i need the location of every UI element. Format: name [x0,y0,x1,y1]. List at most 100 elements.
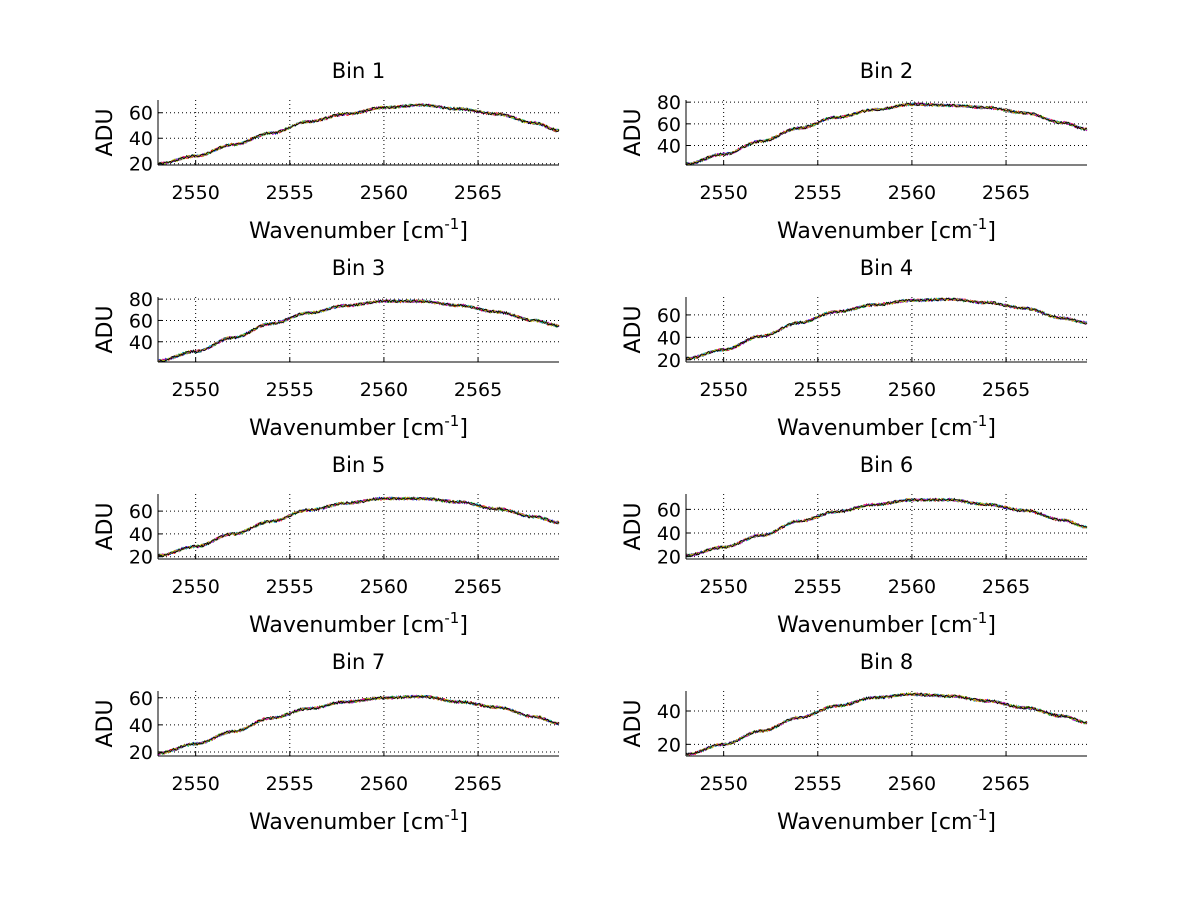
spectrum-series-line [157,103,560,166]
y-tick-label: 80 [657,92,681,114]
y-axis-label: ADU [93,108,118,156]
spectrum-series-line [685,692,1088,756]
spectrum-series-line [157,694,560,755]
x-tick-label: 2565 [454,576,502,598]
spectrum-series-line [685,692,1088,756]
x-axis-label: Wavenumber [cm-1] [777,412,996,441]
spectrum-series-line [685,692,1088,756]
x-tick-label: 2550 [699,182,747,204]
spectrum-series-line [158,299,560,363]
x-tick-label: 2560 [360,773,408,795]
y-tick-label: 60 [657,499,681,521]
y-tick-label: 60 [657,114,681,136]
spectrum-series-line [685,297,1088,361]
y-tick-label: 60 [129,501,153,523]
y-axis-label: ADU [93,699,118,747]
spectrum-series-line [157,496,560,558]
x-tick-label: 2555 [794,773,842,795]
x-axis-label: Wavenumber [cm-1] [777,215,996,244]
spectrum-series-line [685,692,1088,756]
spectrum-series-line [157,299,560,363]
y-tick-label: 40 [129,128,153,150]
subplot-bin-1: Bin 1 2550 2555 2560 2565 20 40 60 Wavenumber [c… [93,59,560,244]
spectrum-series-line [157,496,560,557]
spectrum-series-line [157,299,560,362]
spectrum-series-line [157,299,560,362]
spectrum-series-line [157,299,560,363]
x-tick-label: 2560 [888,182,936,204]
y-tick-label: 20 [657,734,681,756]
spectrum-series-line [685,102,1087,166]
spectrum-series-line [685,692,1088,756]
x-tick-label: 2565 [454,379,502,401]
y-tick-label: 60 [129,103,153,125]
x-tick-label: 2555 [794,379,842,401]
spectrum-series-line [157,496,560,557]
x-tick-label: 2555 [266,182,314,204]
x-tick-label: 2560 [360,182,408,204]
x-tick-label: 2550 [171,379,219,401]
spectrum-series-line [686,692,1088,756]
x-tick-label: 2555 [266,379,314,401]
subplot-title: Bin 8 [860,650,914,674]
spectrum-series-line [685,692,1088,757]
spectrum-series-line [157,299,560,362]
y-tick-label: 60 [129,310,153,332]
x-axis-label: Wavenumber [cm-1] [249,412,468,441]
x-tick-label: 2565 [454,182,502,204]
y-tick-label: 40 [657,136,681,158]
x-axis-label: Wavenumber [cm-1] [249,215,468,244]
x-tick-label: 2550 [699,773,747,795]
x-tick-label: 2550 [699,576,747,598]
y-tick-label: 20 [129,547,153,569]
y-tick-label: 40 [129,332,153,354]
y-tick-label: 40 [129,715,153,737]
x-tick-label: 2555 [794,576,842,598]
y-tick-label: 40 [129,524,153,546]
x-tick-label: 2550 [171,182,219,204]
spectrum-series-line [157,496,560,558]
subplot-title: Bin 6 [860,453,914,477]
subplot-bin-7: Bin 7 2550 2555 2560 2565 20 40 60 Wavenumber [c… [93,650,560,835]
subplot-title: Bin 3 [332,256,386,280]
y-axis-label: ADU [621,502,646,550]
spectrum-series-line [685,497,1088,557]
spectrum-series-line [685,297,1088,361]
y-tick-label: 40 [657,327,681,349]
spectrum-series-line [157,496,560,558]
subplot-title: Bin 4 [860,256,914,280]
spectrum-series-line [686,498,1088,557]
spectrum-series-line [685,497,1088,558]
subplot-title: Bin 1 [332,59,386,83]
spectrum-series-line [686,297,1087,360]
subplot-title: Bin 7 [332,650,386,674]
x-tick-label: 2560 [360,379,408,401]
spectrum-series-line [685,102,1088,166]
x-tick-label: 2565 [454,773,502,795]
y-axis-label: ADU [93,305,118,353]
spectrum-series-line [157,299,560,363]
spectrum-series-line [157,496,560,558]
subplot-bin-8: Bin 8 2550 2555 2560 2565 20 40 Wavenumber [cm-… [621,650,1088,835]
x-axis-label: Wavenumber [cm-1] [249,806,468,835]
spectrum-series-line [685,497,1088,558]
x-axis-label: Wavenumber [cm-1] [249,609,468,638]
x-tick-label: 2565 [982,576,1030,598]
x-tick-label: 2550 [699,379,747,401]
y-tick-label: 20 [129,742,153,764]
y-tick-label: 40 [657,523,681,545]
x-tick-label: 2560 [360,576,408,598]
spectrum-series-line [157,694,560,755]
x-tick-label: 2565 [982,182,1030,204]
spectrum-series-line [685,498,1088,557]
y-tick-label: 40 [657,701,681,723]
y-axis-label: ADU [621,108,646,156]
y-axis-label: ADU [93,502,118,550]
spectrum-series-line [685,497,1088,557]
x-tick-label: 2555 [266,576,314,598]
